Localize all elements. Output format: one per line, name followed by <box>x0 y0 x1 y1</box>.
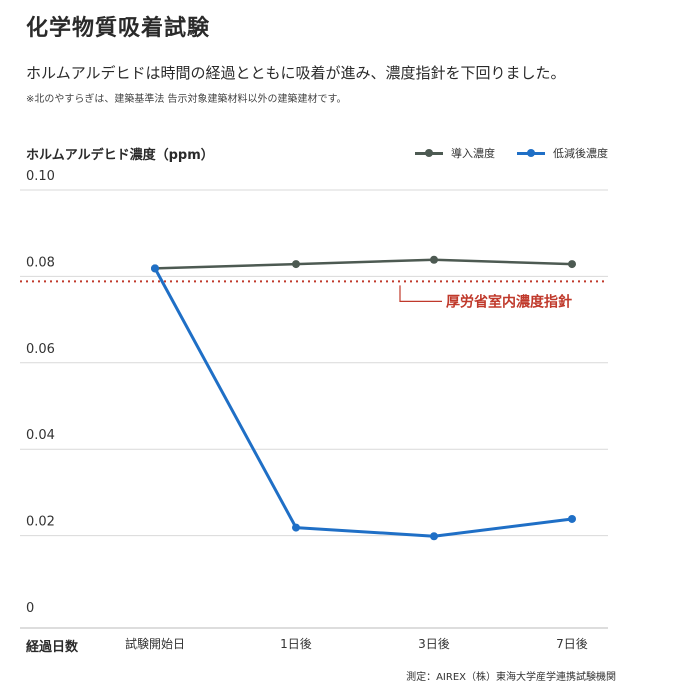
x-tick-label: 3日後 <box>418 637 450 651</box>
y-tick-label: 0.02 <box>26 515 55 530</box>
x-tick-label: 1日後 <box>280 637 312 651</box>
series-line-reduced <box>153 267 573 538</box>
legend: 導入濃度 低減後濃度 <box>415 145 608 161</box>
y-tick-label: 0.08 <box>26 255 55 270</box>
x-tick-label: 試験開始日 <box>125 636 185 651</box>
data-point <box>568 514 576 523</box>
data-point <box>430 255 438 264</box>
legend-item-reduced: 低減後濃度 <box>517 145 608 161</box>
x-tick-label: 7日後 <box>556 637 588 651</box>
source-credit: 測定：AIREX（株）東海大学産学連携試験機関 <box>406 672 616 683</box>
subtitle: ホルムアルデヒドは時間の経過とともに吸着が進み、濃度指針を下回りました。 <box>26 64 566 82</box>
data-point <box>430 532 438 541</box>
data-point <box>151 264 159 273</box>
reference-label: 厚労省室内濃度指針 <box>446 293 572 310</box>
series-line-intro <box>154 258 573 270</box>
y-tick-label: 0.04 <box>26 428 55 443</box>
legend-label-reduced: 低減後濃度 <box>553 147 608 160</box>
y-tick-label: 0.06 <box>26 342 55 357</box>
data-point <box>568 260 576 269</box>
note: ※北のやすらぎは、建築基準法 告示対象建築材料以外の建築建材です。 <box>26 94 347 105</box>
y-tick-label: 0 <box>26 601 34 616</box>
page-title: 化学物質吸着試験 <box>26 16 211 41</box>
x-axis-label: 経過日数 <box>26 640 79 655</box>
y-axis-label: ホルムアルデヒド濃度（ppm） <box>26 148 214 163</box>
data-point <box>292 260 300 269</box>
reference-leader <box>399 285 442 302</box>
legend-swatch-reduced <box>517 149 545 157</box>
data-point <box>292 523 300 532</box>
legend-item-intro: 導入濃度 <box>415 145 495 161</box>
legend-label-intro: 導入濃度 <box>451 147 495 160</box>
y-tick-label: 0.10 <box>26 169 55 184</box>
legend-swatch-intro <box>415 149 443 157</box>
